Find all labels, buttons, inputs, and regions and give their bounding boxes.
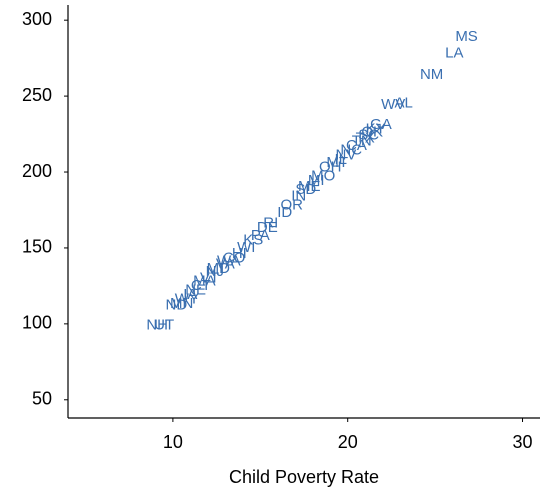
y-tick-label: 300 [22,9,52,29]
point-label: UT [154,316,174,333]
point-label: RI [263,215,278,232]
point-label: MA [193,272,216,289]
point-label: SD [295,181,316,198]
x-axis-label: Child Poverty Rate [229,467,379,487]
point-label: CO [223,250,246,267]
point-label: WY [175,291,199,308]
point-label: NC [340,142,362,159]
point-label: CT [191,277,211,294]
y-tick-label: 200 [22,161,52,181]
point-label: ME [298,178,321,195]
point-label: VT [200,269,219,286]
point-label: PA [251,227,270,244]
y-tick-label: 100 [22,313,52,333]
point-label: IL [334,151,347,168]
point-label: WI [237,239,255,256]
x-tick-label: 20 [338,432,358,452]
point-label: IN [291,187,306,204]
point-label: MD [207,260,230,277]
point-label: OR [281,196,304,213]
point-label: VA [216,256,235,273]
point-label: WV [381,96,405,113]
point-label: TN [352,133,372,150]
y-tick-label: 150 [22,237,52,257]
point-label: MN [170,295,193,312]
point-label: NH [146,316,168,333]
point-label: NM [420,66,443,83]
point-label: OH [319,158,342,175]
point-label: NE [185,281,206,298]
point-label: TX [356,130,375,147]
point-label: WA [217,253,241,270]
point-label: GA [370,116,392,133]
point-label: ND [166,297,188,314]
point-label: KY [366,120,386,137]
point-label: SC [358,127,379,144]
x-tick-label: 30 [513,432,533,452]
point-label: IA [183,286,197,303]
point-label: KS [243,231,263,248]
point-label: CA [346,137,367,154]
x-tick-label: 10 [163,432,183,452]
point-label: MS [455,28,478,45]
point-label: AL [394,95,412,112]
y-tick-label: 250 [22,85,52,105]
point-label: MO [311,168,335,185]
point-label: NV [336,146,357,163]
point-label: LA [445,45,463,62]
point-label: MT [326,154,348,171]
point-label: OK [361,124,383,141]
point-label: MI [308,172,325,189]
y-tick-label: 50 [32,389,52,409]
point-label: DE [257,219,278,236]
point-label: ID [277,204,292,221]
point-label: NJ [206,263,224,280]
point-label: HI [232,245,247,262]
